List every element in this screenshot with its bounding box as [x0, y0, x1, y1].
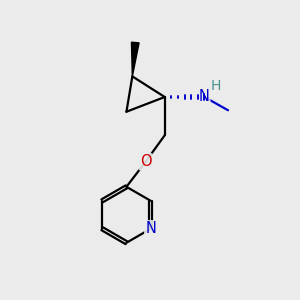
Text: H: H: [211, 79, 221, 93]
Text: N: N: [199, 89, 210, 104]
Polygon shape: [131, 42, 139, 76]
Text: O: O: [140, 154, 152, 169]
Text: N: N: [145, 221, 156, 236]
